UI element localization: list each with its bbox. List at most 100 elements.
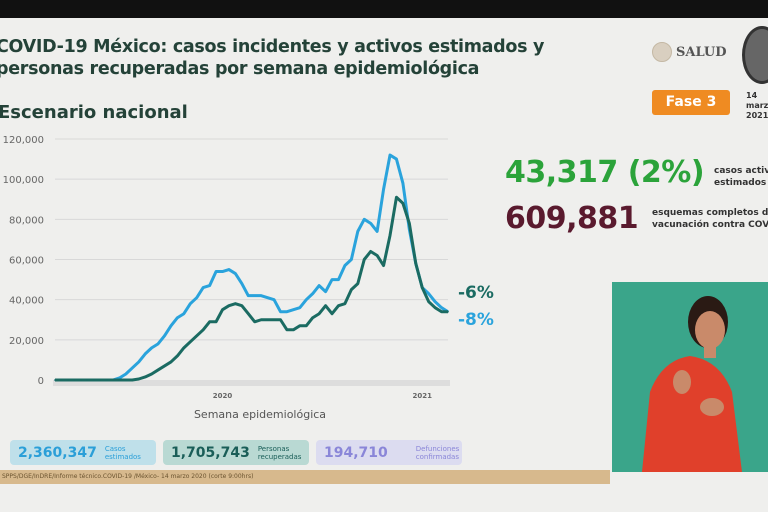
data-point bbox=[202, 328, 204, 331]
data-point bbox=[73, 379, 76, 381]
title-line-1: COVID-19 México: casos incidentes y acti… bbox=[0, 37, 545, 57]
data-point bbox=[157, 343, 159, 345]
data-point bbox=[163, 335, 166, 337]
x-axis-band bbox=[53, 380, 450, 386]
page-title: COVID-19 México: casos incidentes y acti… bbox=[0, 36, 544, 80]
card-value: 1,705,743 bbox=[171, 444, 250, 461]
data-point bbox=[202, 286, 204, 289]
data-point bbox=[266, 296, 269, 299]
data-point bbox=[234, 272, 237, 275]
data-point bbox=[137, 361, 140, 363]
y-tick-label: 80,000 bbox=[9, 215, 44, 226]
data-point bbox=[344, 302, 346, 305]
data-point bbox=[324, 290, 327, 293]
data-point bbox=[395, 196, 398, 199]
active-cases-value: 43,317 (2%) bbox=[505, 155, 705, 190]
data-point bbox=[86, 379, 89, 381]
data-point bbox=[408, 222, 411, 225]
data-point bbox=[440, 306, 443, 309]
data-point bbox=[131, 367, 134, 369]
sign-language-interpreter bbox=[612, 282, 768, 472]
anniversary-logo-icon bbox=[742, 26, 768, 84]
data-point bbox=[118, 379, 121, 381]
y-tick-label: 60,000 bbox=[9, 256, 44, 267]
data-point bbox=[305, 298, 308, 301]
data-point bbox=[228, 304, 230, 307]
data-point bbox=[176, 355, 179, 357]
data-point bbox=[163, 365, 166, 367]
data-point bbox=[54, 379, 56, 381]
data-point bbox=[105, 379, 108, 381]
data-point bbox=[337, 304, 340, 307]
data-point bbox=[92, 379, 95, 381]
data-point bbox=[344, 264, 346, 267]
data-point bbox=[389, 234, 391, 237]
data-point bbox=[311, 316, 314, 319]
card-label-1: Personas bbox=[257, 444, 290, 453]
data-point bbox=[79, 379, 82, 381]
data-point bbox=[369, 250, 372, 253]
data-point bbox=[150, 347, 153, 349]
series-end-label-light: -8% bbox=[458, 310, 494, 330]
data-point bbox=[266, 318, 269, 321]
data-point bbox=[350, 288, 353, 291]
card-label-2: estimados bbox=[104, 452, 141, 461]
data-point bbox=[183, 347, 185, 349]
data-point bbox=[427, 300, 430, 303]
data-point bbox=[260, 318, 262, 321]
data-point bbox=[299, 306, 301, 309]
data-point bbox=[170, 361, 172, 363]
data-point bbox=[253, 320, 256, 323]
y-tick-label: 100,000 bbox=[3, 175, 44, 186]
top-bar bbox=[0, 0, 768, 18]
data-point bbox=[189, 302, 192, 305]
data-point bbox=[260, 294, 262, 297]
x-axis-label: Semana epidemiológica bbox=[194, 408, 326, 421]
data-point bbox=[195, 335, 198, 337]
card-label-1: Defunciones bbox=[415, 444, 460, 453]
data-point bbox=[357, 282, 359, 285]
logo-text: SALUD bbox=[676, 44, 727, 60]
data-point bbox=[208, 284, 211, 287]
data-point bbox=[286, 328, 288, 331]
data-point bbox=[369, 222, 372, 225]
data-point bbox=[234, 302, 237, 305]
data-point bbox=[402, 202, 404, 205]
vacc-label-1: esquemas completos de bbox=[652, 208, 768, 218]
data-point bbox=[60, 379, 63, 381]
data-point bbox=[241, 304, 243, 307]
data-point bbox=[118, 377, 121, 379]
data-point bbox=[447, 310, 449, 313]
x-tick-label: 2021 bbox=[412, 392, 432, 400]
recovered-card: 1,705,743 Personas recuperadas bbox=[163, 440, 309, 465]
data-point bbox=[363, 218, 366, 221]
date-line-2: 2021 bbox=[746, 111, 768, 120]
date-line-1: 14 marzo bbox=[746, 91, 768, 110]
data-point bbox=[427, 292, 430, 295]
data-point bbox=[144, 376, 146, 378]
card-label: Defunciones confirmadas bbox=[416, 445, 460, 461]
data-point bbox=[221, 270, 224, 273]
y-tick-label: 20,000 bbox=[9, 336, 44, 347]
data-point bbox=[189, 341, 192, 343]
data-point bbox=[311, 292, 314, 295]
data-point bbox=[318, 284, 320, 287]
seal-icon bbox=[652, 42, 672, 62]
data-point bbox=[131, 379, 134, 381]
data-point bbox=[292, 328, 295, 331]
data-point bbox=[414, 262, 417, 265]
data-point bbox=[195, 296, 198, 299]
data-point bbox=[241, 282, 243, 285]
card-label-2: confirmadas bbox=[415, 452, 459, 461]
data-point bbox=[99, 379, 101, 381]
y-tick-label: 120,000 bbox=[3, 135, 44, 146]
data-point bbox=[382, 188, 385, 191]
data-point bbox=[215, 320, 217, 323]
data-point bbox=[305, 324, 308, 327]
data-point bbox=[215, 270, 217, 273]
active-label-1: casos activos bbox=[714, 166, 768, 176]
card-label-1: Casos bbox=[104, 444, 126, 453]
data-point bbox=[247, 312, 250, 315]
data-point bbox=[331, 278, 333, 281]
data-point bbox=[357, 230, 359, 233]
